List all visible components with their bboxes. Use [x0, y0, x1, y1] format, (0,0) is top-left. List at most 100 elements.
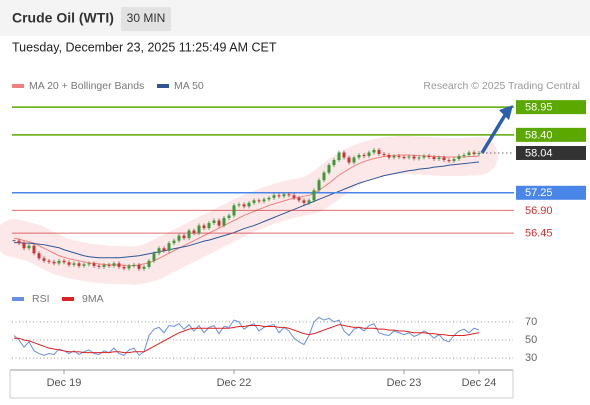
level-label: 58.40	[525, 129, 553, 141]
candle	[227, 215, 231, 218]
candle	[182, 235, 186, 239]
candle	[402, 157, 406, 159]
candle	[12, 240, 16, 242]
ma9-line	[14, 324, 480, 354]
candle	[267, 197, 271, 200]
candle	[447, 160, 451, 162]
level-label: 58.04	[525, 147, 553, 159]
candle	[62, 260, 66, 263]
ma20-line	[13, 154, 480, 267]
candle	[422, 156, 426, 158]
candle	[252, 200, 256, 203]
y-tick-label: 30	[525, 352, 537, 364]
candle	[22, 243, 26, 249]
legend-label: MA 20 + Bollinger Bands	[29, 80, 144, 92]
candle	[72, 263, 76, 265]
candle	[212, 220, 216, 224]
level-label: 58.95	[525, 102, 553, 114]
candle	[122, 266, 126, 269]
candle	[242, 204, 246, 207]
x-tick-label: Dec 24	[462, 377, 497, 389]
candle	[472, 152, 476, 154]
source: Research © 2025 Trading Central	[423, 80, 580, 92]
candle	[167, 243, 171, 251]
candle	[317, 180, 321, 191]
candle	[32, 245, 36, 254]
candle	[452, 159, 456, 162]
x-tick-label: Dec 19	[47, 377, 82, 389]
candle	[177, 235, 181, 241]
level-label: 57.25	[525, 187, 553, 199]
legend-label: MA 50	[174, 80, 204, 92]
candle	[387, 155, 391, 158]
candle	[312, 190, 316, 201]
candle	[47, 260, 51, 262]
candle	[87, 263, 91, 265]
candle	[457, 156, 461, 160]
candle	[382, 153, 386, 155]
candle	[297, 197, 301, 201]
candle	[347, 157, 351, 163]
timeframe[interactable]: 30 MIN	[127, 11, 166, 25]
legend-swatch	[12, 297, 24, 301]
candle	[407, 156, 411, 158]
candle	[127, 265, 131, 269]
candle	[67, 262, 71, 265]
candle	[162, 248, 166, 251]
candle	[192, 230, 196, 234]
level-label: 56.90	[525, 205, 553, 217]
candle	[27, 245, 31, 249]
candle	[92, 263, 96, 266]
candle	[102, 264, 106, 267]
candle	[247, 202, 251, 207]
candle	[222, 217, 226, 226]
candle	[282, 194, 286, 197]
candle	[432, 157, 436, 160]
candle	[417, 157, 421, 159]
candle	[197, 225, 201, 234]
candle	[342, 152, 346, 158]
legend-swatch	[62, 297, 74, 301]
candle	[112, 263, 116, 266]
ma50-line	[14, 161, 480, 259]
timeframe-box[interactable]	[121, 7, 171, 31]
candle	[117, 263, 121, 267]
candle	[327, 165, 331, 173]
y-tick-label: 50	[525, 334, 537, 346]
level-box	[516, 100, 586, 115]
y-tick-label: 70	[525, 316, 537, 328]
legend-swatch	[157, 84, 169, 88]
legend-label: 9MA	[82, 293, 104, 305]
candle	[147, 260, 151, 267]
candle	[367, 152, 371, 157]
candle	[107, 264, 111, 266]
candle	[257, 200, 261, 202]
candle	[132, 264, 136, 266]
candle	[322, 172, 326, 181]
candle	[77, 263, 81, 266]
level-label: 56.45	[525, 228, 553, 240]
candle	[332, 160, 336, 166]
candle	[372, 149, 376, 153]
candle	[52, 261, 56, 264]
candle	[237, 204, 241, 206]
candle	[202, 225, 206, 229]
candle	[82, 264, 86, 266]
candle	[142, 266, 146, 269]
candle	[462, 155, 466, 157]
candle	[277, 195, 281, 197]
candle	[137, 264, 141, 269]
candle	[17, 240, 21, 244]
candle	[357, 155, 361, 158]
candle	[42, 258, 46, 261]
candle	[307, 200, 311, 203]
x-tick-label: Dec 22	[217, 377, 252, 389]
candle	[362, 155, 366, 157]
candle	[57, 260, 61, 264]
title: Crude Oil (WTI)	[12, 10, 114, 26]
candle	[262, 199, 266, 202]
legend-label: RSI	[32, 293, 50, 305]
candle	[187, 230, 191, 239]
candle	[442, 157, 446, 161]
